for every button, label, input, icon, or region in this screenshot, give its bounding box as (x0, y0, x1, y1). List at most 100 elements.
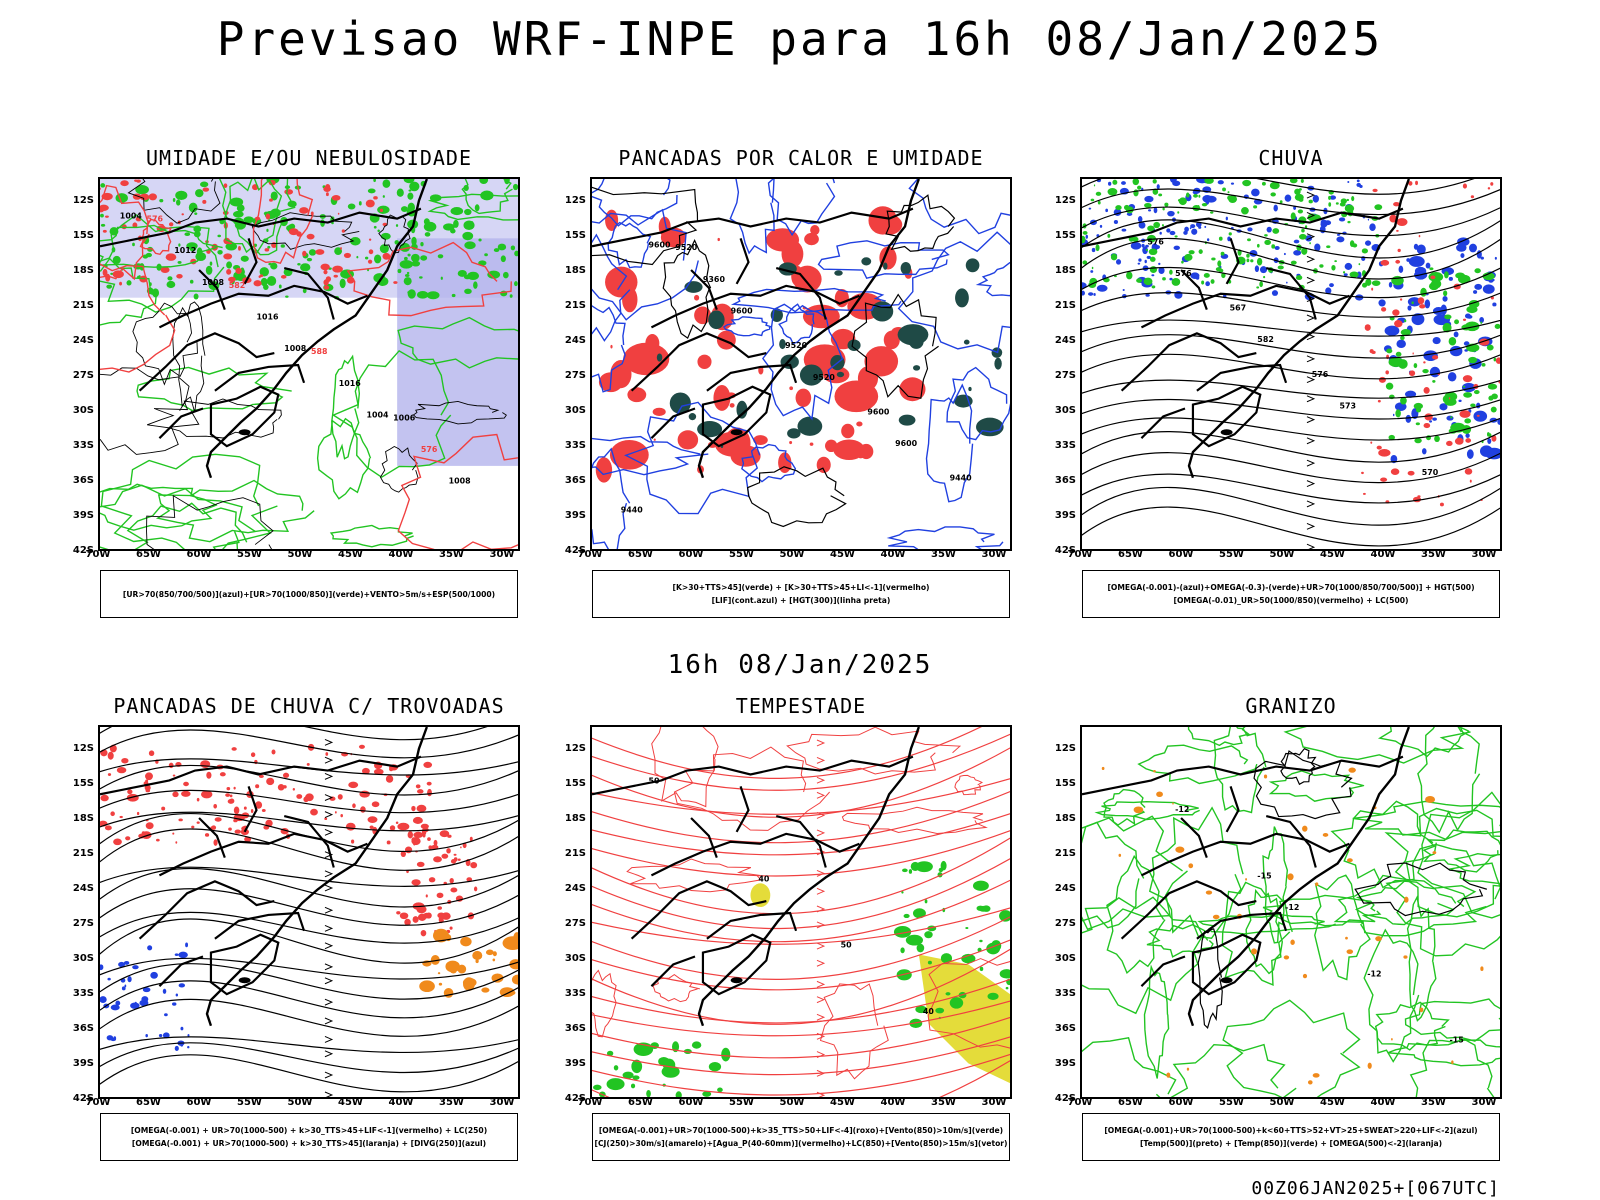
contour-label: 582 (229, 281, 246, 290)
lat-tick-label: 24S (72, 335, 94, 346)
contour-label: 40 (758, 874, 770, 883)
lon-tick-label: 60W (1168, 549, 1194, 560)
wind850-green (893, 860, 1010, 1028)
political-boundaries (100, 727, 428, 1027)
lon-tick-label: 55W (237, 1097, 262, 1108)
lon-tick-label: 35W (439, 1097, 464, 1108)
lon-tick-label: 60W (186, 1097, 212, 1108)
lat-tick-label: 36S (564, 475, 586, 486)
contour-label: 576 (421, 445, 438, 454)
lat-tick-label: 12S (564, 195, 586, 206)
panel-title-2: PANCADAS POR CALOR E UMIDADE (618, 146, 984, 170)
lat-tick-label: 27S (1054, 918, 1076, 929)
lat-tick-label: 36S (564, 1023, 586, 1034)
map-panel-5: 40 50 40 50 (590, 725, 1012, 1099)
omega-green-ocean (1385, 267, 1500, 444)
lon-tick-label: 70W (577, 549, 603, 560)
lat-tick-label: 21S (1054, 848, 1076, 859)
main-title: Previsao WRF-INPE para 16h 08/Jan/2025 (216, 12, 1384, 66)
lat-tick-label: 30S (1054, 953, 1076, 964)
lat-tick-label: 27S (72, 918, 94, 929)
lon-tick-label: 65W (136, 1097, 161, 1108)
lifted-index-contours (592, 179, 1010, 549)
lat-tick-label: 15S (1054, 230, 1076, 241)
legend-box-6: [OMEGA(-0.001)+UR>70(1000-500)+k<60+TTS>… (1082, 1113, 1500, 1161)
map-canvas: 40 50 40 50 (592, 727, 1010, 1097)
lat-tick-label: 21S (1054, 300, 1076, 311)
lat-tick-label: 21S (72, 848, 94, 859)
lon-tick-label: 60W (186, 549, 212, 560)
contour-label: 1006 (393, 413, 416, 422)
political-boundaries (100, 179, 428, 479)
contour-label: 9600 (648, 240, 671, 249)
lat-tick-label: 30S (1054, 405, 1076, 416)
contour-label: 1008 (449, 477, 472, 486)
streamlines (100, 727, 518, 1097)
lat-tick-label: 33S (1054, 988, 1076, 999)
lat-tick-label: 24S (564, 883, 586, 894)
lon-tick-label: 65W (628, 1097, 653, 1108)
legend-line: [K>30+TTS>45](verde) + [K>30+TTS>45+LI<-… (672, 583, 930, 592)
legend-line: [OMEGA(-0.001) + UR>70(1000-500) + k>30_… (130, 1126, 488, 1135)
lat-tick-label: 36S (72, 475, 94, 486)
contour-label: 9520 (813, 373, 836, 382)
lat-tick-label: 12S (72, 743, 94, 754)
contour-label: 567 (1230, 304, 1247, 313)
contour-label: 9600 (731, 307, 754, 316)
legend-box-3: [OMEGA(-0.001)-(azul)+OMEGA(-0.3)-(verde… (1082, 570, 1500, 618)
contour-label: 9440 (621, 505, 644, 514)
lat-tick-label: 21S (564, 300, 586, 311)
precip-water-contours (592, 727, 1010, 1080)
lon-tick-label: 30W (489, 1097, 515, 1108)
lat-tick-label: 42S (72, 1093, 94, 1104)
lon-tick-label: 30W (1471, 1097, 1497, 1108)
contour-labels: 9600 9600 9520 9600 9440 9360 9520 9600 9440 9520 (621, 240, 972, 514)
lat-tick-label: 39S (564, 510, 586, 521)
contour-label: 576 (1175, 269, 1192, 278)
panel-title-6: GRANIZO (1245, 694, 1337, 718)
lat-tick-label: 39S (1054, 510, 1076, 521)
legend-line: [OMEGA(-0.001)+UR>70(1000-500)+k>35_TTS>… (598, 1126, 1004, 1135)
lat-tick-label: 18S (564, 813, 586, 824)
lat-tick-label: 39S (72, 510, 94, 521)
lon-tick-label: 45W (1320, 1097, 1345, 1108)
streamlines (1082, 179, 1500, 549)
lat-tick-label: 36S (72, 1023, 94, 1034)
map-canvas: 576 582 573 570 576 567 576 (1082, 179, 1500, 549)
political-boundaries (1082, 727, 1410, 1027)
lat-tick-label: 27S (1054, 370, 1076, 381)
panel-title-1: UMIDADE E/OU NEBULOSIDADE (145, 146, 473, 170)
divergence-blue (100, 942, 190, 1052)
lon-tick-label: 60W (678, 1097, 704, 1108)
lat-tick-label: 15S (564, 230, 586, 241)
contour-label: 9440 (950, 474, 973, 483)
lat-tick-label: 42S (564, 1093, 586, 1104)
omega500-orange (1101, 766, 1484, 1085)
lon-tick-label: 45W (338, 549, 363, 560)
map-canvas: 9600 9600 9520 9600 9440 9360 9520 9600 9440 9520 (592, 179, 1010, 549)
lon-tick-label: 60W (678, 549, 704, 560)
lon-tick-label: 70W (1067, 549, 1093, 560)
panel-title-5: TEMPESTADE (735, 694, 867, 718)
contour-labels: 40 50 40 50 (648, 776, 934, 1016)
jet-yellow-area (918, 954, 1010, 1084)
political-boundaries (592, 727, 920, 1027)
lat-tick-label: 15S (564, 778, 586, 789)
contour-labels: 576 582 573 570 576 567 576 (1147, 237, 1438, 477)
lat-tick-label: 30S (564, 405, 586, 416)
lon-tick-label: 35W (931, 549, 956, 560)
lon-tick-label: 35W (1421, 1097, 1446, 1108)
contour-label: -12 (1285, 903, 1299, 912)
lat-tick-label: 30S (564, 953, 586, 964)
lon-tick-label: 55W (237, 549, 262, 560)
lat-tick-label: 33S (1054, 440, 1076, 451)
red-convection-areas (595, 206, 926, 483)
lon-tick-label: 50W (287, 1097, 313, 1108)
lon-tick-label: 35W (439, 549, 464, 560)
contour-label: 1016 (257, 312, 280, 321)
map-panel-3: 576 582 573 570 576 567 576 (1080, 177, 1502, 551)
lat-tick-label: 24S (72, 883, 94, 894)
contour-label: 9600 (895, 439, 918, 448)
lon-tick-label: 40W (388, 549, 414, 560)
pressure-isobars (100, 179, 507, 549)
